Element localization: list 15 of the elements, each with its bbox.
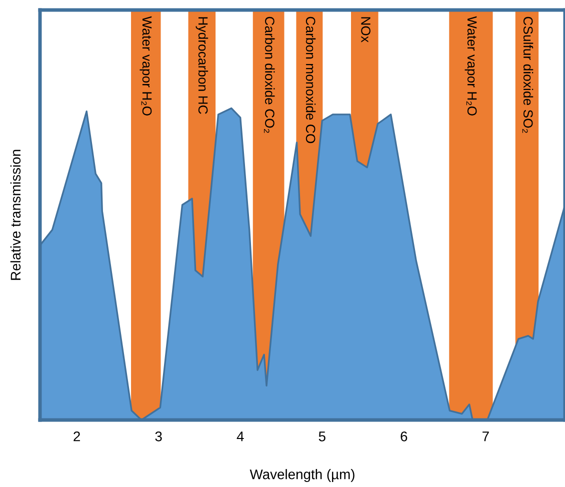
x-tick-label: 2 [74,431,80,442]
x-axis-title: Wavelength (µm) [250,469,354,482]
y-axis-title: Relative transmission [10,150,21,280]
band-label: Carbon monoxide CO [306,16,316,144]
x-tick-label: 4 [236,432,244,442]
x-tick-label: 6 [400,431,408,442]
band-label: Carbon dioxide CO₂ [264,16,275,133]
band-label: CSulfur dioxide SO₂ [522,16,534,133]
band-label: Water vapor H₂O [140,16,152,116]
x-tick-label: 5 [318,432,326,442]
x-tick-label: 3 [155,431,162,442]
band-label: NOx [361,17,370,42]
x-tick-label: 7 [482,432,489,442]
band-label: Water vapor H₂O [464,16,477,116]
band-label: Hydrocarbon HC [196,17,208,114]
